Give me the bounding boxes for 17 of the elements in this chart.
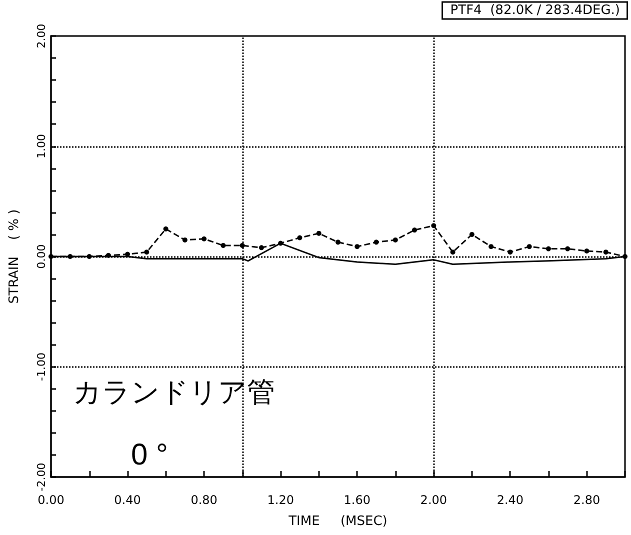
x-tick-label: 2.80 [573, 493, 600, 507]
x-axis-title: TIME (MSEC) [288, 514, 388, 529]
y-tick-label: -2.00 [35, 462, 48, 492]
x-tick-label: 2.40 [496, 493, 524, 507]
y-tick-label: -1.00 [35, 352, 48, 381]
y-tick-label: 1.00 [35, 134, 48, 158]
x-tick-label: 2.00 [420, 493, 448, 507]
y-tick-label: 0.00 [35, 244, 48, 269]
y-tick-label: 2.00 [35, 24, 48, 48]
x-tick-label: 1.20 [267, 493, 294, 507]
x-tick-label: 1.60 [344, 493, 370, 507]
annotation: カランドリア管 [73, 376, 275, 408]
x-tick-label: 0.40 [114, 493, 141, 507]
y-axis-title: STRAIN ( % ) [7, 209, 22, 304]
annotation: 0 ° [131, 438, 168, 472]
x-tick-label: 0.80 [190, 493, 218, 507]
chart-title: PTF4 (82.0K / 283.4DEG.) [450, 3, 620, 18]
